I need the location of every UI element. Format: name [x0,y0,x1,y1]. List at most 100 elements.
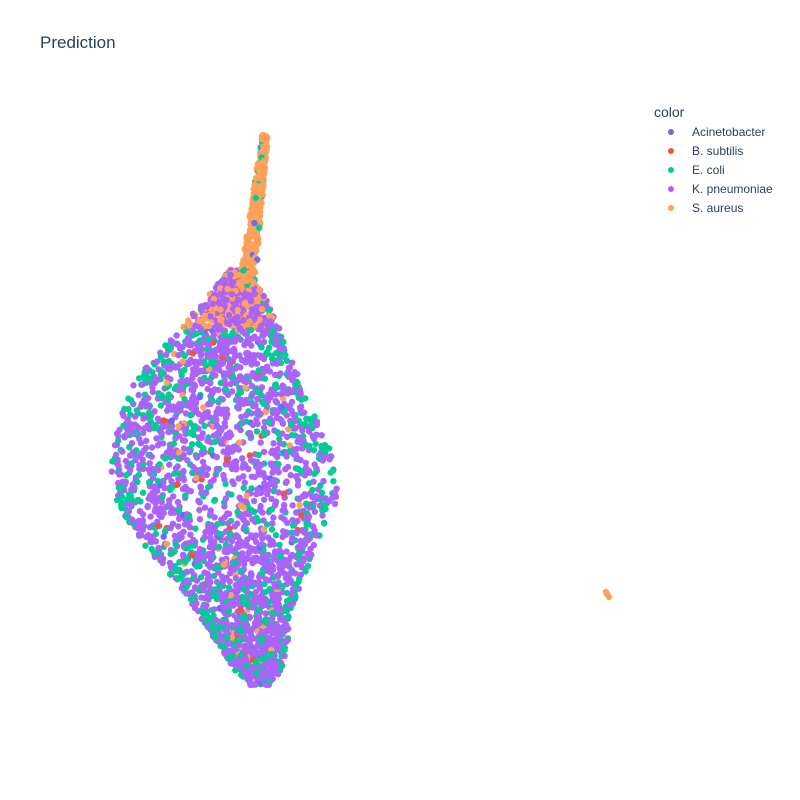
legend-item[interactable]: B. subtilis [654,141,773,160]
scatter-point [152,499,159,507]
scatter-point [276,440,284,447]
scatter-point [193,330,200,337]
legend-item[interactable]: E. coli [654,160,773,179]
scatter-point [236,439,243,446]
scatter-point [189,441,196,448]
scatter-point [292,425,299,432]
legend-label: Acinetobacter [692,124,766,139]
scatter-point [233,320,240,327]
scatter-point [232,575,240,582]
scatter-point [270,541,278,548]
scatter-point [260,355,268,363]
scatter-point [203,471,210,479]
scatter-point [204,484,212,491]
scatter-point [304,550,311,557]
legend-item[interactable]: S. aureus [654,199,773,218]
scatter-point [259,673,266,680]
scatter-point [258,305,266,313]
scatter-point [217,379,224,387]
scatter-point [210,331,217,338]
scatter-point [226,370,233,377]
scatter-point [174,498,182,506]
scatter-point [261,480,268,487]
scatter-point [237,606,244,614]
scatter-point [310,541,317,549]
scatter-point [299,427,306,434]
scatter-point [190,431,197,439]
scatter-point [256,374,263,381]
scatter-point [201,312,208,319]
scatter-point [236,373,244,380]
scatter-point [229,388,236,395]
scatter-point [112,451,120,458]
scatter-point [329,494,336,501]
legend-item[interactable]: Acinetobacter [654,122,773,141]
scatter-point [205,401,212,408]
scatter-point [253,360,261,367]
scatter-point [281,652,288,660]
scatter-point [211,359,218,366]
scatter-point [222,351,230,358]
legend-item[interactable]: K. pneumoniae [654,180,773,199]
scatter-point [258,344,265,351]
scatter-point [327,469,334,476]
scatter-point [146,460,153,467]
scatter-point [245,579,253,587]
scatter-point [196,358,204,365]
scatter-point [280,490,287,497]
scatter-point [269,566,277,573]
scatter-point [226,320,233,328]
scatter-point [321,520,328,527]
scatter-point [286,442,293,449]
scatter-point [196,393,204,401]
scatter-point [131,413,139,420]
scatter-point [257,489,265,497]
scatter-point [262,610,269,617]
scatter-point [248,245,255,252]
scatter-point [283,357,291,364]
scatter-point [197,352,205,359]
scatter-point [254,234,261,241]
scatter-point [241,668,248,675]
scatter-point [331,500,339,507]
scatter-point [279,430,286,437]
scatter-point [163,540,171,547]
scatter-point [175,507,183,514]
legend-label: S. aureus [692,201,744,216]
scatter-point [235,296,242,303]
scatter-point [204,341,212,348]
scatter-point [175,423,182,430]
scatter-point [248,382,256,390]
scatter-point [109,458,116,465]
scatter-point [153,435,160,442]
scatter-point [295,434,302,441]
scatter-point [249,559,256,567]
scatter-point [165,501,173,508]
scatter-point [168,478,175,485]
scatter-point [202,362,210,369]
scatter-point [234,520,241,527]
scatter-point [179,358,186,365]
scatter-point [247,570,255,577]
scatter-point [280,563,287,570]
scatter-point [234,306,241,314]
scatter-point [201,504,209,511]
scatter-point [155,544,162,552]
scatter-point [166,472,173,480]
scatter-point [153,358,161,365]
scatter-point [223,386,230,393]
scatter-point [221,548,228,555]
scatter-point [233,465,240,473]
scatter-point [251,290,259,298]
scatter-point [255,286,263,293]
scatter-point [236,494,243,501]
scatter-point [241,479,248,486]
scatter-point [301,409,308,416]
scatter-point [184,457,191,464]
scatter-point [149,388,156,396]
scatter-point [147,513,154,520]
scatter-point [261,647,268,654]
scatter-point [289,376,296,384]
scatter-point [214,521,221,528]
